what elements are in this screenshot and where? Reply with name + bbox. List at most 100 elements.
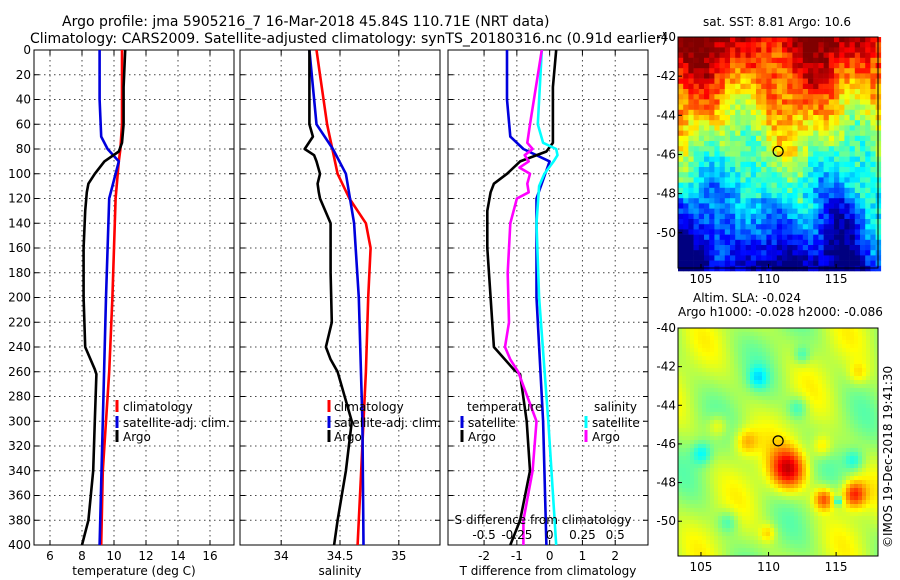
heatmap-cell bbox=[782, 94, 788, 100]
legend-label-t-satellite: satellite bbox=[468, 416, 516, 430]
heatmap-cell bbox=[787, 130, 793, 137]
heatmap-cell bbox=[794, 444, 799, 449]
heatmap-cell bbox=[719, 120, 726, 126]
heatmap-cell bbox=[734, 408, 739, 413]
heatmap-cell bbox=[802, 448, 807, 453]
heatmap-cell bbox=[842, 420, 847, 425]
heatmap-cell bbox=[786, 336, 791, 341]
heatmap-cell bbox=[693, 161, 700, 168]
heatmap-cell bbox=[798, 424, 803, 429]
heatmap-cell bbox=[702, 424, 707, 429]
heatmap-cell bbox=[870, 380, 875, 385]
heatmap-cell bbox=[730, 480, 735, 485]
legend-label-argo: Argo bbox=[123, 430, 151, 444]
heatmap-cell bbox=[806, 504, 811, 509]
heatmap-cell bbox=[746, 512, 751, 517]
heatmap-cell bbox=[813, 193, 819, 199]
heatmap-cell bbox=[844, 193, 850, 199]
heatmap-cell bbox=[844, 141, 850, 147]
heatmap-cell bbox=[822, 452, 827, 457]
heatmap-cell bbox=[828, 120, 835, 126]
heatmap-cell bbox=[818, 472, 823, 477]
heatmap-cell bbox=[834, 416, 839, 421]
heatmap-cell bbox=[710, 328, 715, 333]
heatmap-cell bbox=[866, 432, 871, 437]
heatmap-cell bbox=[762, 364, 767, 369]
heatmap-cell bbox=[698, 328, 703, 333]
heatmap-cell bbox=[810, 440, 815, 445]
heatmap-cell bbox=[766, 172, 772, 178]
heatmap-cell bbox=[823, 78, 830, 85]
heatmap-cell bbox=[740, 37, 746, 43]
heatmap-cell bbox=[790, 476, 795, 481]
heatmap-cell bbox=[782, 260, 788, 267]
heatmap-cell bbox=[722, 512, 727, 517]
heatmap-cell bbox=[766, 448, 771, 453]
heatmap-cell bbox=[770, 412, 775, 417]
heatmap-cell bbox=[826, 548, 831, 553]
heatmap-cell bbox=[704, 177, 710, 183]
heatmap-cell bbox=[802, 208, 809, 215]
heatmap-cell bbox=[814, 328, 819, 333]
heatmap-cell bbox=[806, 488, 811, 493]
heatmap-cell bbox=[858, 460, 863, 465]
heatmap-cell bbox=[850, 400, 855, 405]
heatmap-cell bbox=[719, 52, 726, 59]
heatmap-cell bbox=[714, 198, 720, 204]
heatmap-cell bbox=[844, 219, 850, 225]
heatmap-cell bbox=[730, 167, 736, 173]
heatmap-cell bbox=[787, 125, 793, 131]
heatmap-cell bbox=[858, 352, 863, 357]
heatmap-cell bbox=[802, 512, 807, 517]
heatmap-cell bbox=[822, 448, 827, 453]
heatmap-cell bbox=[726, 340, 731, 345]
heatmap-cell bbox=[823, 224, 830, 230]
heatmap-cell bbox=[738, 376, 743, 381]
heatmap-cell bbox=[678, 508, 683, 513]
heatmap-cell bbox=[802, 99, 809, 105]
heatmap-cell bbox=[787, 146, 793, 152]
heatmap-cell bbox=[694, 340, 699, 345]
figure-title-line1: Argo profile: jma 5905216_7 16-Mar-2018 … bbox=[62, 14, 550, 30]
heatmap-cell bbox=[798, 516, 803, 521]
heatmap-cell bbox=[862, 500, 867, 505]
heatmap-cell bbox=[854, 528, 859, 533]
heatmap-cell bbox=[738, 456, 743, 461]
heatmap-cell bbox=[778, 432, 783, 437]
heatmap-cell bbox=[742, 476, 747, 481]
heatmap-cell bbox=[782, 372, 787, 377]
heatmap-cell bbox=[794, 392, 799, 397]
heatmap-cell bbox=[858, 436, 863, 441]
heatmap-cell bbox=[839, 156, 845, 163]
heatmap-cell bbox=[726, 492, 731, 497]
heatmap-cell bbox=[874, 352, 879, 357]
heatmap-cell bbox=[826, 552, 831, 557]
heatmap-cell bbox=[828, 177, 835, 183]
map-y-tick-label: -42 bbox=[656, 360, 676, 374]
heatmap-cell bbox=[826, 480, 831, 485]
map-y-tick-label: -50 bbox=[656, 514, 676, 528]
heatmap-cell bbox=[782, 412, 787, 417]
heatmap-cell bbox=[818, 360, 823, 365]
heatmap-cell bbox=[870, 352, 875, 357]
heatmap-cell bbox=[698, 151, 705, 157]
heatmap-cell bbox=[766, 372, 771, 377]
argo-position-marker bbox=[772, 435, 784, 447]
heatmap-cell bbox=[822, 460, 827, 465]
heatmap-cell bbox=[823, 172, 830, 178]
heatmap-cell bbox=[694, 512, 699, 517]
heatmap-cell bbox=[810, 488, 815, 493]
heatmap-cell bbox=[842, 408, 847, 413]
heatmap-cell bbox=[850, 360, 855, 365]
heatmap-cell bbox=[750, 219, 757, 225]
heatmap-cell bbox=[734, 476, 739, 481]
heatmap-cell bbox=[726, 476, 731, 481]
heatmap-cell bbox=[862, 476, 867, 481]
heatmap-cell bbox=[766, 452, 771, 457]
heatmap-cell bbox=[734, 392, 739, 397]
heatmap-cell bbox=[710, 360, 715, 365]
heatmap-cell bbox=[778, 372, 783, 377]
heatmap-cell bbox=[766, 524, 771, 529]
heatmap-cell bbox=[862, 488, 867, 493]
heatmap-cell bbox=[778, 360, 783, 365]
